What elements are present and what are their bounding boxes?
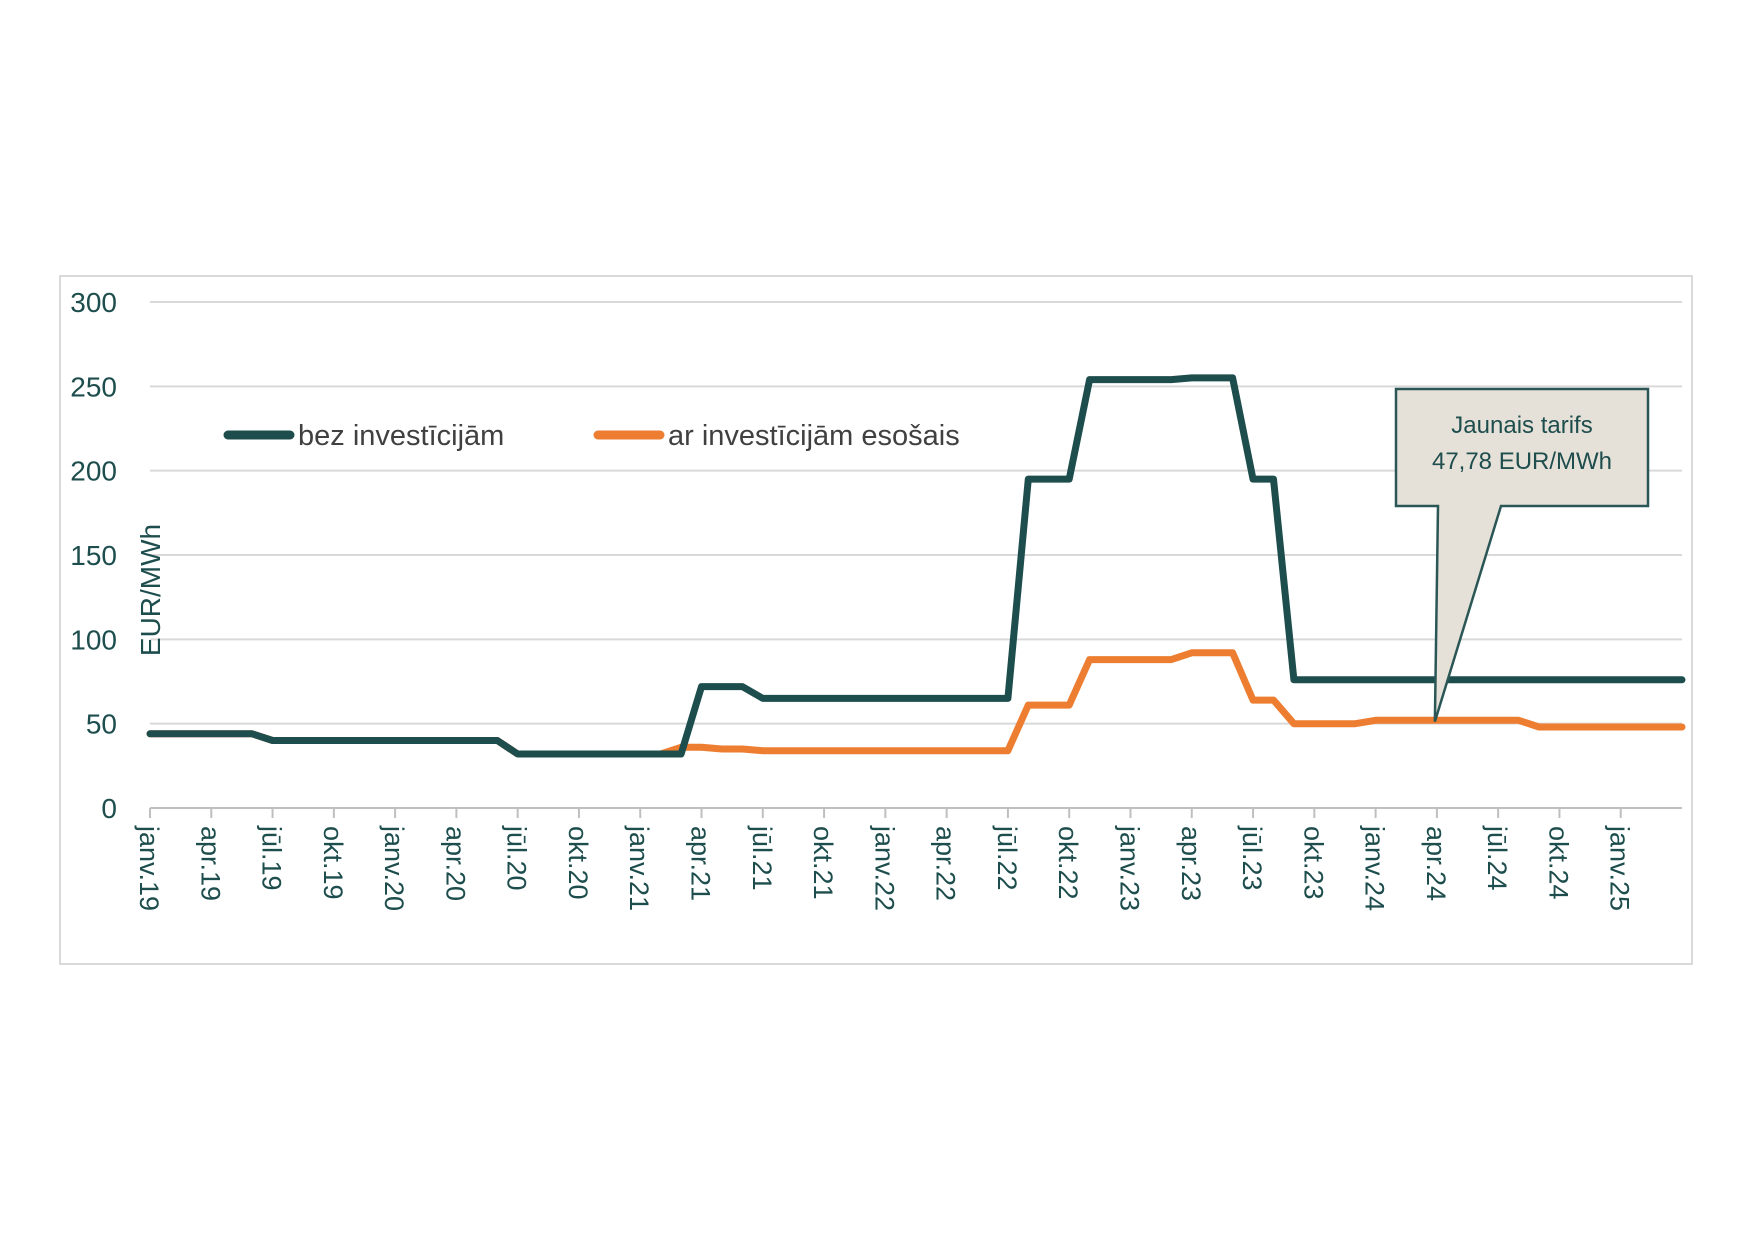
x-tick-label: apr.21 [686, 826, 716, 901]
x-tick-label: jūl.23 [1237, 825, 1267, 891]
y-axis-tick-labels: 0 50 100 150 200 250 300 [70, 287, 117, 824]
x-tick-label: okt.20 [563, 826, 593, 900]
callout-text-line-0: Jaunais tarifs [1451, 412, 1592, 439]
y-tick-label-200: 200 [70, 456, 117, 487]
data-series [146, 374, 1686, 758]
x-tick-label: janv.19 [134, 825, 164, 911]
x-tick-label: jūl.20 [502, 825, 532, 891]
x-axis: janv.19 apr.19 jūl.19 okt.19 janv.20 apr.20 jū… [134, 807, 1682, 911]
x-tick-label: okt.22 [1053, 826, 1083, 900]
x-tick-label: okt.21 [808, 826, 838, 900]
x-tick-label: janv.21 [624, 825, 654, 911]
x-tick-label: jūl.21 [747, 825, 777, 891]
legend-label-1: ar investīcijām esošais [668, 420, 960, 452]
callout-text-line-1: 47,78 EUR/MWh [1432, 448, 1612, 475]
x-tick-label: okt.24 [1543, 826, 1573, 900]
x-tick-label: apr.19 [195, 826, 225, 901]
y-tick-label-300: 300 [70, 287, 117, 318]
x-tick-label: apr.24 [1421, 826, 1451, 901]
x-tick-label: apr.23 [1176, 826, 1206, 901]
x-tick-label: okt.23 [1298, 826, 1328, 900]
x-tick-label: janv.24 [1360, 825, 1390, 911]
x-tick-label: janv.25 [1605, 825, 1635, 911]
series-line-0 [146, 374, 1686, 758]
x-tick-label: jūl.19 [257, 825, 287, 891]
legend: bez investīcijām ar investīcijām esošais [223, 420, 960, 452]
x-tick-label: apr.22 [931, 826, 961, 901]
annotation-callout: Jaunais tarifs 47,78 EUR/MWh [1394, 387, 1650, 723]
y-tick-label-100: 100 [70, 624, 117, 655]
y-axis-title: EUR/MWh [135, 524, 166, 656]
x-tick-label: jūl.24 [1482, 825, 1512, 891]
y-tick-label-250: 250 [70, 371, 117, 402]
x-tick-label: apr.20 [440, 826, 470, 901]
x-tick-label: jūl.22 [992, 825, 1022, 891]
x-tick-label: janv.20 [379, 825, 409, 911]
x-tick-label: janv.23 [1114, 825, 1144, 911]
y-tick-label-50: 50 [86, 709, 117, 740]
x-tick-label: okt.19 [318, 826, 348, 900]
callout-shape [1394, 387, 1650, 723]
legend-label-0: bez investīcijām [298, 420, 504, 452]
x-tick-label: janv.22 [869, 825, 899, 911]
y-tick-label-150: 150 [70, 540, 117, 571]
y-tick-label-0: 0 [101, 793, 117, 824]
